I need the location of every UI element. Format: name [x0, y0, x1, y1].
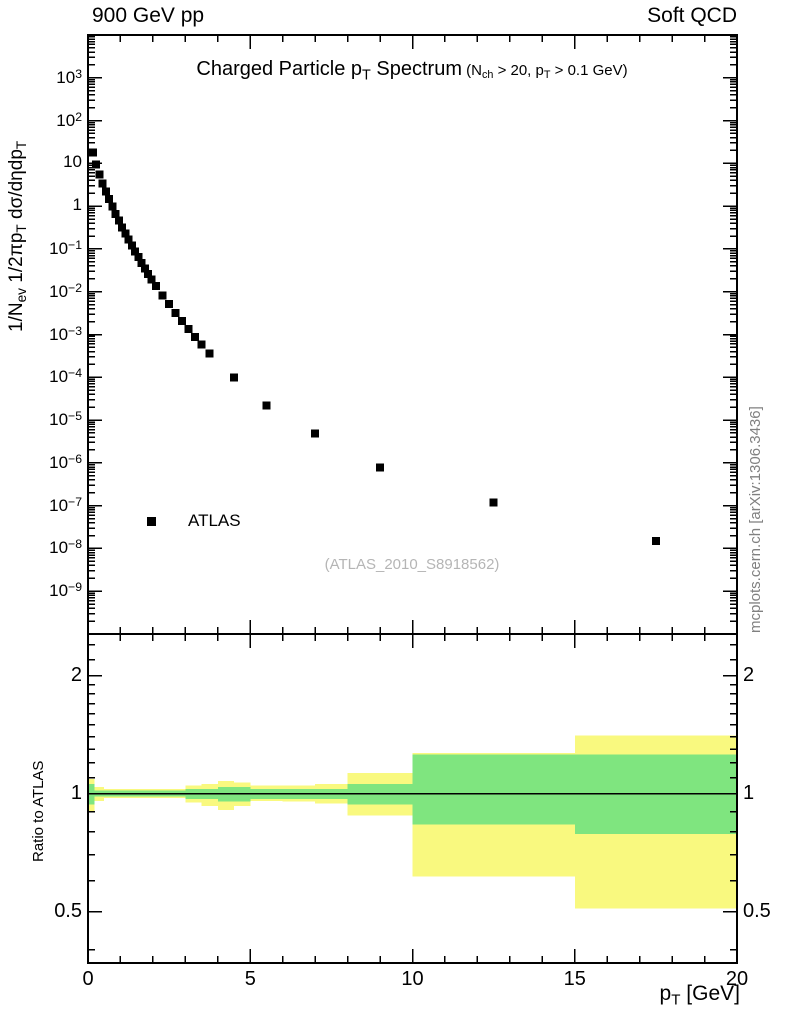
- data-point-marker: [105, 195, 114, 204]
- process-group-label: Soft QCD: [647, 4, 737, 27]
- x-tick-label: 20: [725, 968, 749, 990]
- ratio-y-tick-label-right: 0.5: [743, 899, 771, 922]
- inner-band-segment: [412, 754, 575, 825]
- uncertainty-bands: [88, 735, 737, 909]
- x-tick-label: 5: [244, 968, 256, 990]
- ratio-y-tick-label-left: 1: [70, 781, 82, 804]
- data-point-marker: [376, 463, 385, 472]
- ratio-y-tick-label-left: 0.5: [54, 899, 82, 922]
- data-point-marker: [230, 373, 239, 382]
- main-y-tick-label: 102: [56, 109, 82, 130]
- data-point-marker: [108, 202, 117, 211]
- main-y-tick-label: 10: [63, 152, 82, 172]
- plot-title-main: Charged Particle pT Spectrum: [196, 58, 462, 84]
- data-point-marker: [171, 308, 180, 317]
- main-y-tick-label: 10−8: [49, 537, 82, 558]
- data-points: [88, 148, 660, 545]
- data-point-marker: [131, 247, 140, 256]
- data-point-marker: [311, 429, 320, 438]
- data-point-marker: [88, 148, 97, 157]
- data-point-marker: [124, 235, 133, 244]
- analysis-watermark: (ATLAS_2010_S8918562): [324, 556, 500, 573]
- data-point-marker: [205, 349, 214, 358]
- ratio-y-axis-title: Ratio to ATLAS: [30, 760, 47, 862]
- data-point-marker: [651, 536, 660, 545]
- plot-title-cuts: (Nch > 20, pT > 0.1 GeV): [462, 62, 628, 82]
- legend-marker-square-icon: [147, 516, 156, 526]
- data-point-marker: [134, 253, 143, 262]
- main-y-tick-label: 10−2: [49, 280, 82, 301]
- main-y-tick-label: 10−5: [49, 409, 82, 430]
- data-point-marker: [191, 333, 200, 342]
- main-y-tick-label: 10−6: [49, 451, 82, 472]
- main-y-tick-label: 10−1: [49, 237, 82, 259]
- data-point-marker: [197, 340, 206, 349]
- x-tick-label: 10: [401, 968, 424, 990]
- data-point-marker: [127, 241, 136, 250]
- data-point-marker: [158, 291, 167, 300]
- main-y-tick-label: 1: [72, 195, 82, 215]
- mcplots-attribution: mcplots.cern.ch [arXiv:1306.3436]: [747, 406, 764, 633]
- data-point-marker: [118, 223, 127, 232]
- x-tick-label: 0: [82, 968, 94, 990]
- data-point-marker: [101, 187, 110, 196]
- data-point-marker: [147, 275, 156, 284]
- main-y-tick-label: 10−3: [49, 323, 82, 344]
- ratio-y-tick-label-left: 2: [70, 663, 82, 686]
- ratio-y-tick-label-right: 2: [743, 663, 755, 686]
- data-point-marker: [489, 498, 498, 507]
- data-point-marker: [121, 229, 130, 238]
- axis-ticks: [87, 34, 738, 963]
- data-point-marker: [152, 282, 161, 291]
- data-point-marker: [178, 317, 187, 326]
- data-point-marker: [165, 300, 174, 309]
- main-y-tick-label: 10−4: [49, 366, 82, 387]
- data-point-marker: [98, 179, 107, 188]
- main-y-tick-label: 10−9: [49, 580, 82, 601]
- legend: ATLAS: [147, 511, 241, 531]
- x-axis-title: pT [GeV]: [659, 982, 740, 1009]
- data-point-marker: [95, 170, 104, 179]
- data-point-marker: [140, 264, 149, 273]
- data-point-marker: [114, 216, 123, 225]
- legend-label: ATLAS: [188, 511, 241, 530]
- plot-title: Charged Particle pT Spectrum (Nch > 20, …: [196, 58, 627, 83]
- data-point-marker: [144, 269, 153, 278]
- data-point-marker: [111, 209, 120, 218]
- x-tick-label: 15: [563, 968, 586, 990]
- data-point-marker: [137, 258, 146, 267]
- data-point-marker: [262, 401, 271, 410]
- main-y-tick-label: 10−7: [49, 494, 82, 515]
- data-point-marker: [92, 160, 101, 169]
- main-y-tick-label: 103: [56, 66, 82, 87]
- ratio-y-tick-label-right: 1: [743, 781, 755, 804]
- beam-energy-label: 900 GeV pp: [92, 4, 205, 27]
- data-point-marker: [184, 325, 193, 334]
